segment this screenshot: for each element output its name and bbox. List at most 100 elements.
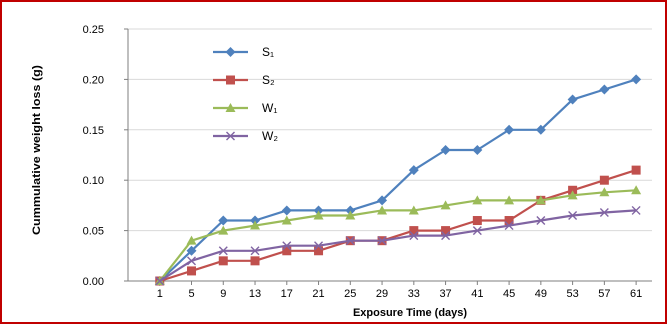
x-tick-label: 13 (249, 288, 261, 300)
x-tick-label: 5 (188, 288, 194, 300)
grid-layer (128, 28, 652, 282)
series-2-point (250, 256, 260, 266)
y-axis-title: Cummulative weight loss (g) (31, 65, 43, 235)
series-4-point-stroke (282, 241, 292, 251)
series-2-point (187, 266, 197, 276)
series-4-point-stroke (377, 236, 387, 246)
legend-item-3: W₁ (213, 101, 277, 115)
series-3-point (186, 235, 197, 245)
series-3-point (408, 205, 419, 215)
legend-label: S₁ (262, 45, 274, 59)
series-4-point-stroke (504, 221, 514, 231)
series-4-point (218, 246, 228, 256)
series-2-point (409, 226, 419, 236)
series-2-point (631, 165, 641, 175)
series-1-point (535, 124, 546, 135)
series-1-point (472, 144, 483, 155)
series-3-point (345, 210, 356, 220)
series-4-line (159, 209, 637, 282)
series-2-point (441, 226, 451, 236)
series-3 (154, 185, 642, 285)
series-4-point-stroke (187, 256, 197, 266)
series-4-point-stroke (568, 210, 578, 220)
series-3-point (218, 225, 229, 235)
series-1-point (281, 205, 292, 216)
x-tick-label: 25 (344, 288, 356, 300)
y-tick-label: 0.15 (83, 125, 104, 137)
series-4-point-stroke (536, 216, 546, 226)
series-4-point-stroke (218, 246, 228, 256)
series-1-point (186, 245, 197, 256)
legend-swatch-marker (225, 47, 236, 57)
x-tick-label: 29 (376, 288, 388, 300)
series-3-point (313, 210, 324, 220)
series-2-point (599, 175, 609, 185)
series-4-point (599, 207, 609, 217)
legend-swatch-marker (226, 131, 235, 141)
series-4-point-stroke (472, 226, 482, 236)
y-tick-label: 0.10 (83, 175, 104, 187)
x-tick-label: 57 (598, 288, 610, 300)
series-4-point (314, 241, 324, 251)
legend-item-4: W₂ (213, 129, 278, 143)
series-4-point (536, 216, 546, 226)
y-tick-label: 0.25 (83, 24, 104, 36)
series-1-point (313, 205, 324, 216)
series-4-point-stroke (155, 276, 165, 286)
series-1-point (504, 124, 515, 135)
series-3-point (281, 215, 292, 225)
series-1 (154, 74, 642, 286)
series-4-point (345, 236, 355, 246)
x-tick-label: 9 (220, 288, 226, 300)
series-4-point-stroke (441, 231, 451, 241)
series-4-point (250, 246, 260, 256)
series-2-point (504, 216, 514, 226)
legend-item-1: S₁ (213, 45, 274, 59)
series-1-point (599, 84, 610, 95)
series-2 (155, 165, 641, 286)
series-2-line (159, 169, 637, 283)
series-3-point (599, 187, 610, 197)
legend-item-2: S₂ (213, 73, 275, 87)
legend-label: W₂ (262, 129, 278, 143)
legend-swatch-marker (225, 103, 236, 112)
series-3-point (504, 195, 515, 205)
series-1-point (440, 144, 451, 155)
series-4-point (504, 221, 514, 231)
series-3-point (377, 205, 388, 215)
series-4-point-stroke (599, 207, 609, 217)
series-2-point (218, 256, 228, 266)
legend-swatch-marker (226, 75, 235, 85)
axis-layer: 0.00 0.05 0.10 0.15 0.20 0.25 1 5 9 13 17 21 25 29 33 3… (83, 24, 652, 300)
legend-swatch-marker-stroke (226, 131, 235, 141)
y-tick-label: 0.00 (83, 276, 104, 288)
series-4-point (187, 256, 197, 266)
x-tick-label: 21 (312, 288, 324, 300)
series-3-point (631, 185, 642, 195)
series-2-point (472, 216, 482, 226)
x-tick-label: 33 (408, 288, 420, 300)
series-3-point (567, 190, 578, 200)
series-4-point-stroke (409, 231, 419, 241)
x-tick-label: 1 (157, 288, 163, 300)
series-1-point (218, 215, 229, 226)
series-1-point (250, 215, 261, 226)
x-tick-label: 53 (566, 288, 578, 300)
x-tick-label: 49 (535, 288, 547, 300)
legend-label: W₁ (262, 101, 277, 115)
series-4-point (631, 205, 641, 215)
series-2-point (282, 246, 292, 256)
legend-label: S₂ (262, 73, 275, 87)
series-4-point-stroke (314, 241, 324, 251)
series-4-point (282, 241, 292, 251)
series-3-line (158, 189, 637, 282)
x-tick-label: 45 (503, 288, 515, 300)
x-axis-title: Exposure Time (days) (353, 307, 467, 319)
x-tick-label: 37 (439, 288, 451, 300)
series-4-point (409, 231, 419, 241)
x-tick-label: 17 (281, 288, 293, 300)
series-4-point (568, 210, 578, 220)
series-1-point (567, 94, 578, 105)
series-4-point-stroke (250, 246, 260, 256)
